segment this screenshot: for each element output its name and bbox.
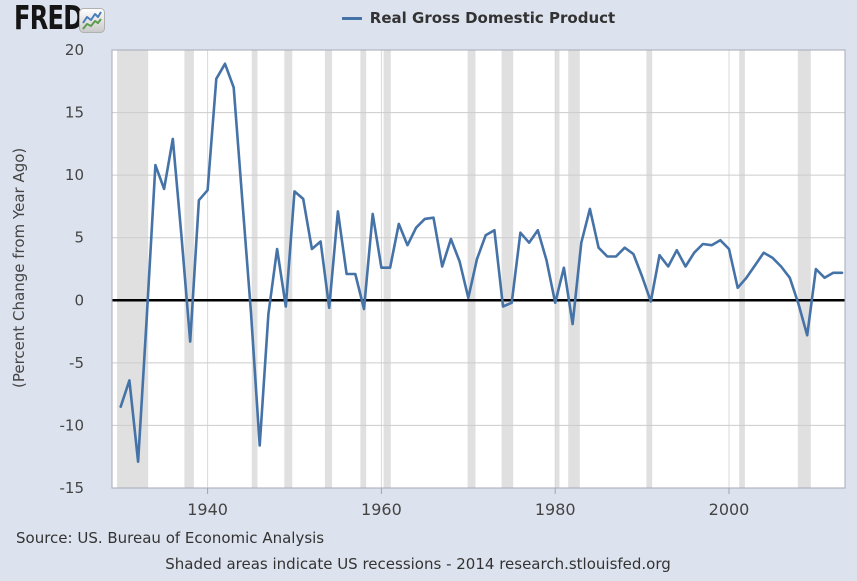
y-axis-title: (Percent Change from Year Ago) <box>10 147 28 388</box>
recession-note-text: Shaded areas indicate US recessions - 20… <box>165 555 671 573</box>
recession-band <box>251 50 258 488</box>
plot-border <box>111 49 846 489</box>
y-tick-label: -5 <box>69 354 84 372</box>
x-tick-label: 1940 <box>187 500 228 519</box>
plot-background <box>112 50 845 488</box>
y-tick-label: 20 <box>65 41 84 59</box>
y-tick-label: 0 <box>74 291 84 309</box>
recession-band <box>467 50 476 488</box>
x-tick-label: 2000 <box>709 500 750 519</box>
fred-logo-text: FRED. <box>14 0 92 37</box>
y-tick-label: 10 <box>65 166 84 184</box>
legend-label: Real Gross Domestic Product <box>369 9 616 27</box>
fred-logo[interactable]: FRED. <box>14 0 119 36</box>
legend: Real Gross Domestic Product <box>112 7 845 29</box>
y-tick-label: 15 <box>65 104 84 122</box>
y-tick-label: -10 <box>60 416 85 434</box>
recession-band <box>184 50 194 488</box>
recession-band <box>360 50 367 488</box>
mini-line-chart-icon <box>79 8 105 37</box>
legend-line-swatch <box>341 16 362 20</box>
recession-band <box>324 50 333 488</box>
recession-band <box>568 50 580 488</box>
source-text: Source: US. Bureau of Economic Analysis <box>16 529 325 547</box>
recession-band <box>797 50 811 488</box>
x-tick-label: 1980 <box>535 500 576 519</box>
recession-band <box>501 50 514 488</box>
y-tick-label: 5 <box>74 229 84 247</box>
gdp-series-line <box>119 62 844 464</box>
recession-band <box>555 50 560 488</box>
recession-band <box>739 50 745 488</box>
y-tick-label: -15 <box>60 479 85 497</box>
x-tick-label: 1960 <box>361 500 402 519</box>
recession-band <box>646 50 653 488</box>
